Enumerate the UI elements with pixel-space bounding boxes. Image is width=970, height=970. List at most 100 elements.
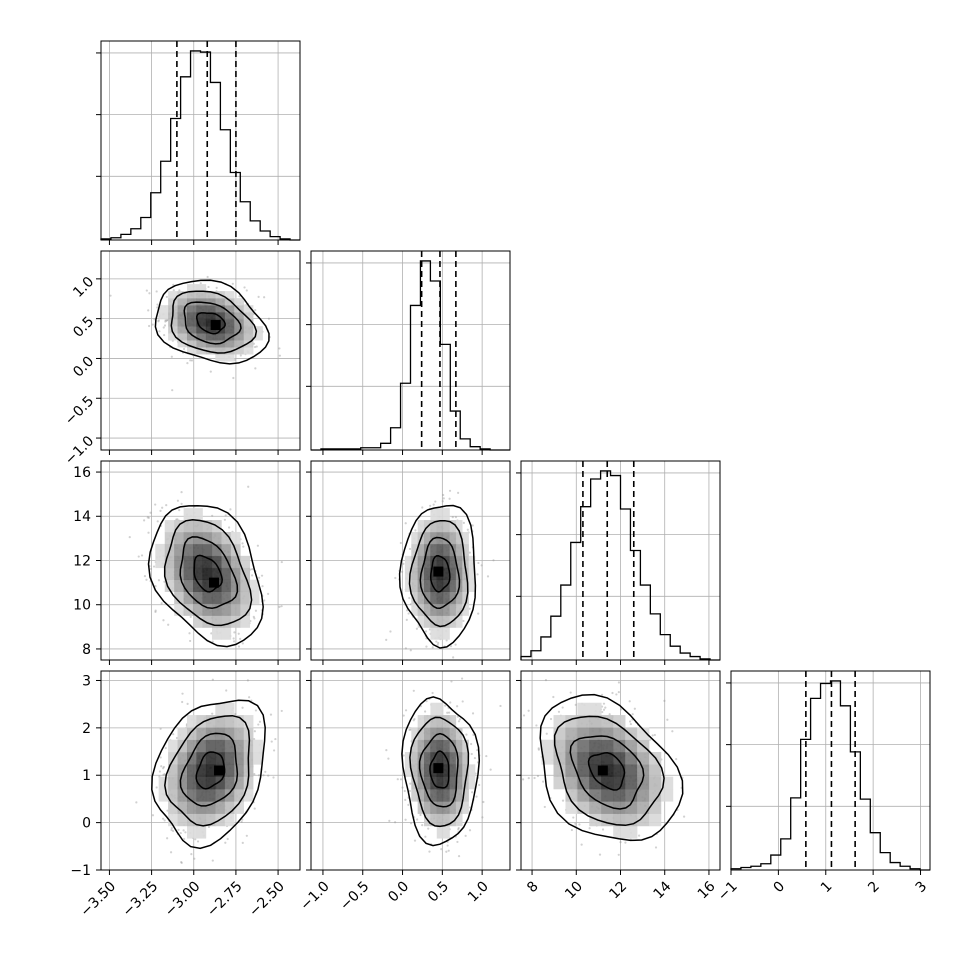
density-cell [183,579,194,592]
sample-point [574,703,577,706]
sample-point [241,818,244,821]
sample-point [421,824,424,827]
density-cell [436,508,444,521]
sample-point [264,770,267,773]
density-cell [205,347,216,355]
sample-point [457,491,460,494]
sample-point [561,706,564,709]
density-cell [243,333,254,341]
density-cell [224,813,235,827]
sample-point [274,737,277,741]
sample-point [240,820,243,824]
sample-point [234,713,237,716]
density-cell [177,291,188,299]
density-cell [253,739,263,753]
sample-point [617,681,621,684]
density-cell [224,752,235,765]
density-cell [183,567,194,581]
density-cell [193,520,203,533]
density-cell [234,715,244,728]
sample-point [624,841,627,844]
density-cell [541,752,554,765]
sample-point [164,320,167,323]
sample-point [255,345,258,348]
density-cell [183,520,194,533]
sample-point [399,778,403,781]
density-cell [187,776,197,790]
density-cell [221,615,232,628]
density-cell [168,813,178,827]
density-cell [202,531,213,545]
density-cell [174,567,184,581]
sample-point [407,803,410,807]
sample-point [162,326,165,329]
density-cell [211,603,222,616]
density-cell [443,764,450,777]
density-cell [215,702,226,716]
panel-frame [310,460,511,661]
sample-point [435,640,438,643]
density-cell [215,752,226,765]
y-tick-label: −1 [70,863,91,879]
density-cell [177,752,188,765]
density-cell [183,508,194,521]
density-cell [625,739,638,753]
density-cell [224,776,235,790]
sample-point [464,834,467,837]
sample-point [611,691,614,695]
sample-point [619,841,622,844]
density-cell [625,727,638,741]
density-cell [436,591,444,604]
density-cell [443,776,450,790]
sample-point [456,705,459,708]
sample-point [156,306,159,309]
density-cell [424,579,431,592]
density-cell [215,739,226,753]
density-cell [462,752,469,765]
density-cell [436,739,444,753]
sample-point [675,758,678,761]
density-cell [193,508,203,521]
sample-point [471,791,474,794]
density-cell [430,727,438,741]
density-cell [205,776,216,790]
density-cell [234,788,244,802]
x-tick-label: 12 [606,878,630,902]
density-cell [601,752,614,765]
density-cell [202,579,213,592]
y-tick-label: 1 [82,768,91,784]
mode-cell [597,765,608,776]
sample-point [154,609,157,612]
sample-point [177,828,180,831]
sample-point [399,541,402,545]
density-cell [187,312,197,320]
density-cell [196,347,207,355]
density-cell [404,567,412,581]
density-cell [243,305,254,313]
density-cell [468,579,476,592]
density-cell [430,555,438,569]
density-cell [168,764,178,777]
sample-point [485,754,488,758]
sample-point [512,689,514,691]
sample-point [145,289,148,292]
sample-point [156,303,159,306]
sample-point [207,825,211,829]
sample-point [613,877,615,879]
density-cell [196,312,207,320]
sample-point [154,610,157,613]
x-tick-label: 3 [913,878,931,896]
sample-point [149,567,153,571]
sample-point [148,292,151,295]
sample-point [602,702,606,705]
sample-point [486,575,490,578]
density-cell [449,813,457,827]
y-tick-label: 10 [73,598,91,614]
sample-point [408,596,411,600]
y-tick-label: −1.0 [62,433,97,468]
density-cell [613,727,626,741]
sample-point [210,632,213,635]
density-cell [205,333,216,341]
density-cell [187,305,197,313]
density-cell [424,567,431,581]
